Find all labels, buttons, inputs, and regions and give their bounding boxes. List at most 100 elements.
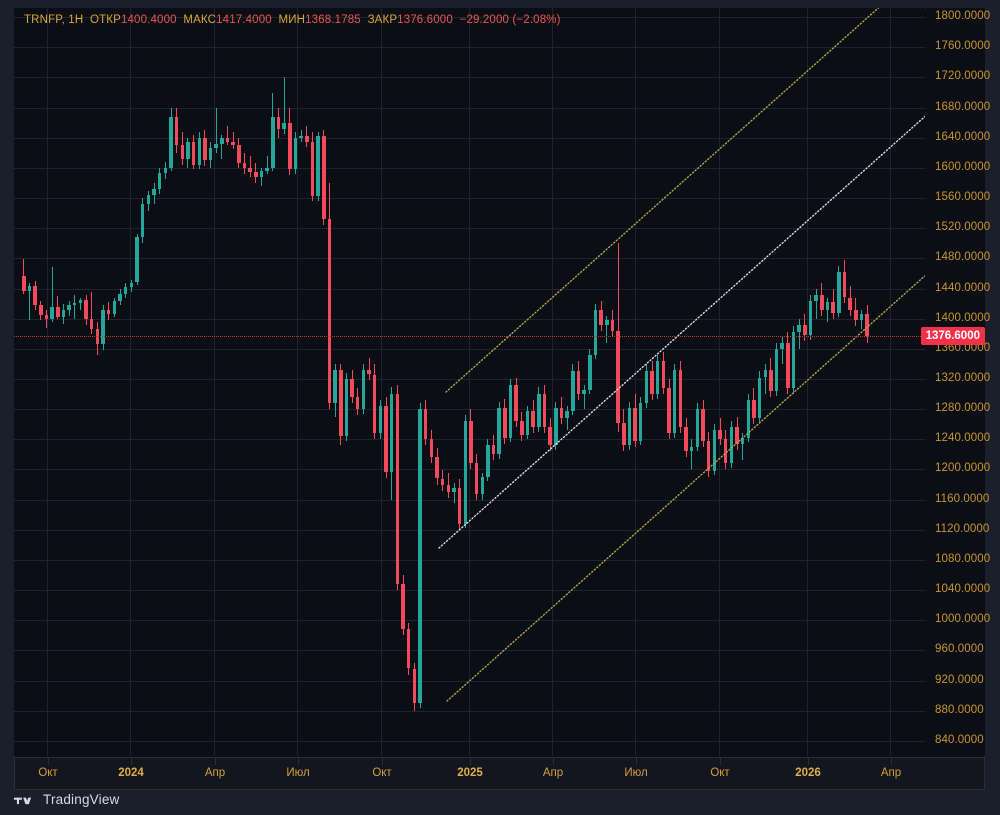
candle-body	[695, 409, 700, 447]
low-value: 1368.1785	[305, 14, 361, 26]
tradingview-logo-text: TradingView	[43, 792, 120, 807]
candle-body	[401, 584, 405, 630]
candle-body	[559, 407, 564, 419]
candle-body	[774, 348, 779, 391]
time-axis[interactable]: Окт 2024 Апр Июл Окт 2025 Апр Июл Окт 2026 Апр	[14, 757, 985, 790]
candle-body	[299, 136, 303, 138]
candle-body	[339, 369, 343, 437]
candle-body	[723, 439, 728, 464]
middle-channel-line[interactable]	[438, 8, 925, 549]
candle-body	[474, 463, 479, 494]
candle-body	[361, 369, 366, 410]
tradingview-mark-icon	[14, 797, 32, 805]
time-axis-tick	[636, 758, 637, 765]
candle-body	[825, 302, 830, 310]
candle-body	[740, 437, 745, 444]
candle-body	[514, 385, 518, 422]
candle-body	[486, 445, 490, 477]
candle-wick	[691, 439, 693, 470]
vertical-gridline	[297, 8, 298, 756]
candle-body	[367, 369, 371, 375]
candle-body	[593, 309, 598, 355]
vertical-gridline	[807, 8, 808, 756]
price-axis-tick-label: 1680.0000	[935, 101, 991, 113]
candle-body	[525, 410, 530, 435]
candle-body	[837, 271, 841, 313]
candle-body	[67, 305, 71, 311]
candle-body	[672, 369, 677, 434]
candle-body	[803, 324, 807, 336]
candle-body	[180, 145, 185, 159]
candle-wick	[453, 483, 455, 503]
candle-body	[859, 314, 864, 321]
candle-body	[395, 394, 400, 585]
candle-body	[140, 204, 145, 238]
time-axis-tick	[808, 758, 809, 765]
time-axis-tick	[891, 758, 892, 765]
candle-body	[576, 371, 581, 394]
time-axis-tick-label: 2026	[795, 767, 821, 779]
vertical-gridline	[130, 8, 131, 756]
candle-body	[622, 422, 626, 446]
price-axis[interactable]: 1800.0000 1760.0000 1720.0000 1680.0000 1640…	[920, 8, 990, 756]
candle-body	[746, 400, 751, 438]
candle-body	[582, 389, 586, 394]
upper-channel-line[interactable]	[445, 8, 925, 393]
chart-plot-area[interactable]	[14, 8, 925, 756]
candle-body	[169, 116, 173, 168]
candle-wick	[215, 107, 217, 153]
high-value: 1417.4000	[216, 14, 272, 26]
candle-body	[265, 167, 269, 171]
candle-body	[203, 137, 207, 161]
candle-wick	[51, 267, 53, 322]
candle-body	[814, 294, 818, 301]
time-axis-tick-label: Окт	[38, 767, 58, 779]
current-price-line	[14, 336, 925, 338]
candle-body	[429, 439, 434, 458]
chart-legend[interactable]: TRNFP, 1H ОТКР1400.4000 МАКС1417.4000 МИ…	[24, 14, 561, 26]
candle-wick	[45, 309, 47, 329]
time-axis-tick	[470, 758, 471, 765]
candle-wick	[306, 125, 308, 147]
candle-body	[44, 314, 49, 319]
candle-body	[616, 330, 620, 423]
vertical-gridline	[381, 8, 382, 756]
price-axis-tick-label: 1160.0000	[935, 493, 990, 505]
vertical-gridline	[635, 8, 636, 756]
price-axis-tick-label: 1800.0000	[935, 10, 991, 22]
candle-body	[780, 342, 784, 349]
time-axis-tick-label: Апр	[880, 767, 902, 779]
current-price-tag: 1376.6000	[920, 327, 985, 346]
candle-body	[118, 293, 122, 301]
candle-wick	[74, 294, 76, 319]
candle-body	[520, 421, 524, 435]
time-axis-tick	[553, 758, 554, 765]
candle-body	[588, 354, 592, 390]
candle-body	[412, 668, 417, 704]
candle-body	[667, 388, 671, 434]
candle-body	[84, 299, 88, 320]
time-axis-tick-label: 2024	[118, 767, 144, 779]
candle-body	[174, 116, 179, 146]
price-axis-tick-label: 1040.0000	[935, 583, 991, 595]
candle-body	[701, 409, 705, 441]
vertical-gridline	[214, 8, 215, 756]
candle-body	[135, 237, 139, 283]
candle-body	[605, 320, 609, 325]
candle-body	[333, 369, 337, 404]
candle-body	[599, 309, 603, 325]
candle-body	[452, 487, 456, 493]
candle-body	[27, 285, 32, 291]
candle-body	[378, 406, 383, 434]
candle-body	[316, 136, 320, 197]
candle-body	[78, 299, 83, 303]
candle-body	[865, 314, 869, 336]
candle-wick	[368, 357, 370, 381]
time-axis-tick	[382, 758, 383, 765]
candle-wick	[221, 134, 223, 159]
symbol-label[interactable]: TRNFP, 1H	[24, 14, 84, 26]
candle-body	[638, 403, 643, 441]
lower-channel-line[interactable]	[446, 8, 925, 702]
time-axis-tick-label: Окт	[710, 767, 730, 779]
time-axis-tick-label: 2025	[457, 767, 483, 779]
